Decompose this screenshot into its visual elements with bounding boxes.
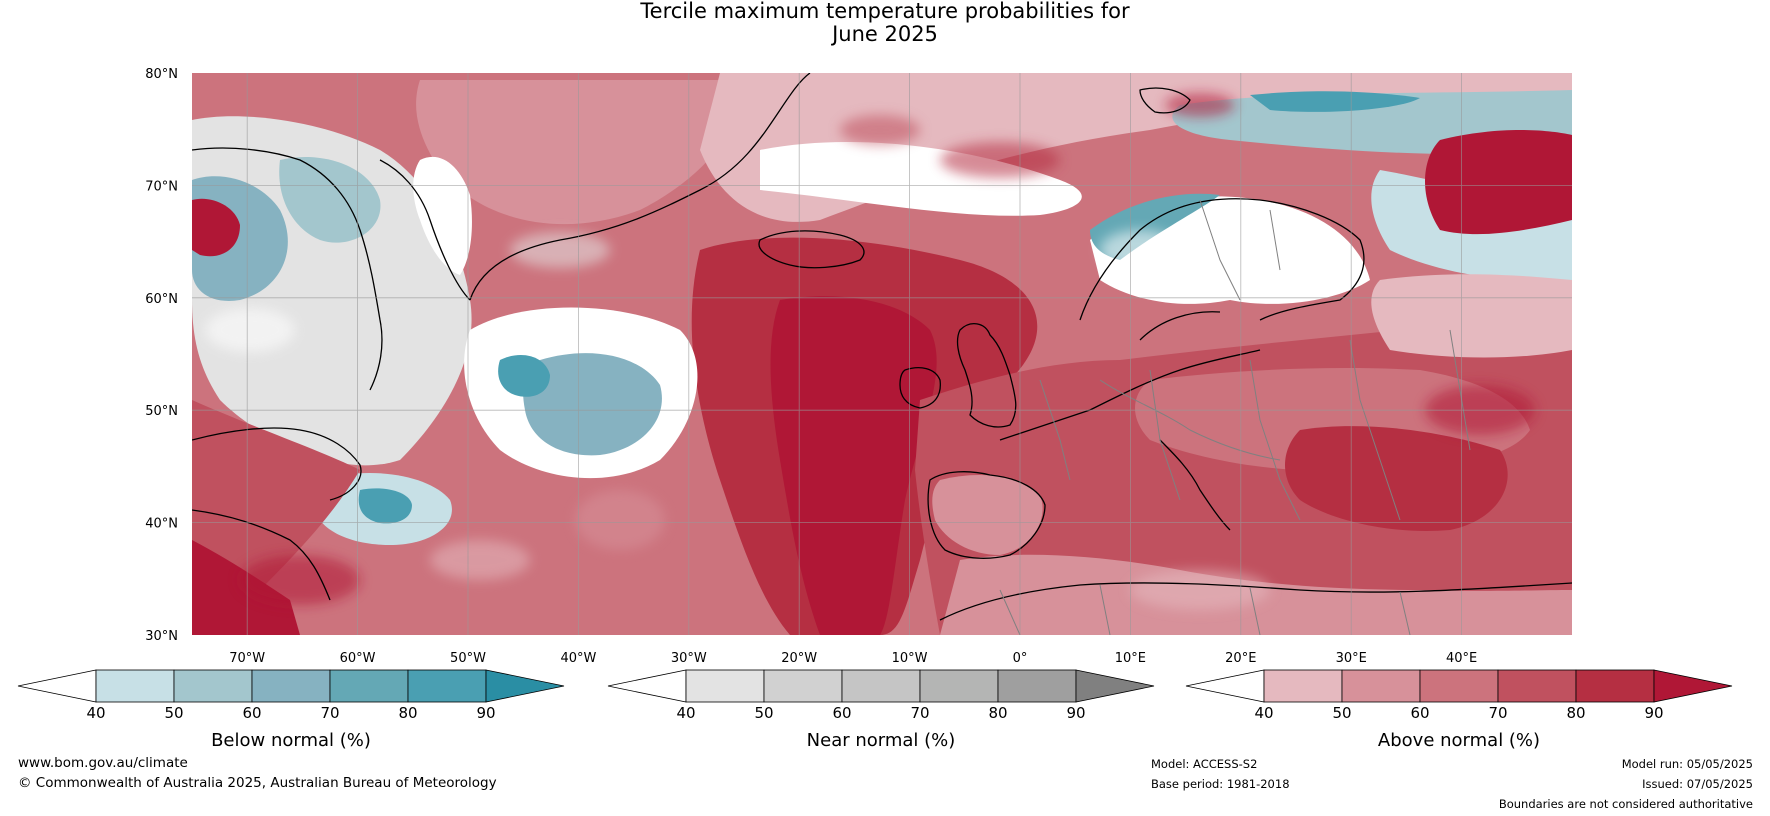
website-text: www.bom.gov.au/climate bbox=[18, 755, 188, 771]
latitude-labels: 80°N 70°N 60°N 50°N 40°N 30°N bbox=[145, 67, 178, 644]
region-atlantic-core bbox=[770, 296, 937, 635]
longitude-label: 40°E bbox=[1446, 651, 1477, 666]
legend-low-triangle bbox=[1185, 669, 1265, 703]
region-greenland-coast-white bbox=[413, 156, 472, 275]
legend-title: Near normal (%) bbox=[807, 730, 956, 751]
region-nw-atlantic-deep bbox=[498, 355, 550, 397]
legend-swatch bbox=[1497, 669, 1577, 703]
latitude-label: 70°N bbox=[145, 179, 178, 194]
longitude-label: 20°W bbox=[781, 651, 817, 666]
region-balkans bbox=[1285, 426, 1508, 531]
longitude-label: 40°W bbox=[560, 651, 596, 666]
region-iberia bbox=[932, 475, 1043, 555]
texture bbox=[205, 93, 1535, 610]
legend-swatch bbox=[685, 669, 765, 703]
legend-tick-label: 70 bbox=[320, 704, 339, 722]
legend-swatch bbox=[919, 669, 999, 703]
legend-tick-label: 80 bbox=[1566, 704, 1585, 722]
longitude-label: 10°E bbox=[1115, 651, 1146, 666]
region-hudson-red bbox=[192, 198, 240, 257]
longitude-label: 70°W bbox=[229, 651, 265, 666]
legend-tick-label: 40 bbox=[676, 704, 695, 722]
legend-swatch bbox=[1575, 669, 1655, 703]
legends: 40 50 60 70 80 90 Below normal (%) 40 50 60 70 80 90… bbox=[17, 669, 1733, 751]
legend-swatch bbox=[1341, 669, 1421, 703]
region-nw-atlantic-blue bbox=[523, 353, 662, 456]
longitude-label: 20°E bbox=[1225, 651, 1256, 666]
legend-tick-label: 40 bbox=[86, 704, 105, 722]
legend-low-triangle bbox=[607, 669, 687, 703]
region-gulf-deep bbox=[358, 488, 412, 524]
legend-swatch bbox=[1263, 669, 1343, 703]
legend-title: Below normal (%) bbox=[211, 730, 371, 751]
longitude-labels: 70°W 60°W 50°W 40°W 30°W 20°W 10°W 0° 10°E 20°E 30… bbox=[229, 651, 1477, 666]
legend-swatch bbox=[763, 669, 843, 703]
issued-text: Issued: 07/05/2025 bbox=[1642, 777, 1753, 791]
legend-title: Above normal (%) bbox=[1378, 730, 1540, 751]
legend-tick-label: 70 bbox=[910, 704, 929, 722]
gridlines bbox=[192, 73, 1572, 635]
map-field bbox=[192, 73, 1572, 635]
legend-tick-label: 60 bbox=[242, 704, 261, 722]
longitude-label: 10°W bbox=[892, 651, 928, 666]
legend-swatch bbox=[997, 669, 1077, 703]
legend-tick-label: 80 bbox=[398, 704, 417, 722]
region-white-band bbox=[760, 141, 1082, 216]
legend-tick-label: 90 bbox=[1066, 704, 1085, 722]
longitude-label: 60°W bbox=[340, 651, 376, 666]
country-borders bbox=[999, 199, 1471, 635]
region-russia-light bbox=[1371, 274, 1572, 358]
legend-high-triangle bbox=[1075, 669, 1155, 703]
disclaimer-text: Boundaries are not considered authoritat… bbox=[1498, 797, 1753, 811]
copyright-text: © Commonwealth of Australia 2025, Austra… bbox=[18, 775, 497, 791]
legend-tick-label: 70 bbox=[1488, 704, 1507, 722]
base-period-text: Base period: 1981-2018 bbox=[1151, 777, 1290, 791]
legend-3: 40 50 60 70 80 90 Above normal (%) bbox=[1185, 669, 1733, 751]
legend-swatch bbox=[251, 669, 331, 703]
coastlines bbox=[192, 73, 1572, 621]
longitude-label: 30°W bbox=[671, 651, 707, 666]
legend-high-triangle bbox=[1653, 669, 1733, 703]
region-north-russia-red bbox=[1425, 130, 1572, 235]
legend-swatch bbox=[95, 669, 175, 703]
longitude-label: 0° bbox=[1013, 651, 1028, 666]
longitude-label: 30°E bbox=[1336, 651, 1367, 666]
title-line-1: Tercile maximum temperature probabilitie… bbox=[640, 0, 1130, 23]
legend-tick-label: 80 bbox=[988, 704, 1007, 722]
latitude-label: 50°N bbox=[145, 404, 178, 419]
legend-1: 40 50 60 70 80 90 Below normal (%) bbox=[17, 669, 565, 751]
latitude-label: 60°N bbox=[145, 292, 178, 307]
legend-tick-label: 50 bbox=[1332, 704, 1351, 722]
title-line-2: June 2025 bbox=[832, 22, 938, 46]
latitude-label: 30°N bbox=[145, 629, 178, 644]
legend-swatch bbox=[407, 669, 487, 703]
region-greenland-sea bbox=[416, 80, 733, 225]
region-baffin-blue bbox=[279, 156, 381, 243]
legend-tick-label: 60 bbox=[1410, 704, 1429, 722]
model-run-text: Model run: 05/05/2025 bbox=[1621, 757, 1753, 771]
model-text: Model: ACCESS-S2 bbox=[1151, 757, 1258, 771]
legend-tick-label: 40 bbox=[1254, 704, 1273, 722]
legend-tick-label: 50 bbox=[164, 704, 183, 722]
legend-tick-label: 50 bbox=[754, 704, 773, 722]
legend-tick-label: 90 bbox=[476, 704, 495, 722]
legend-swatch bbox=[841, 669, 921, 703]
region-barents-deep-blue bbox=[1250, 91, 1420, 112]
legend-swatch bbox=[1419, 669, 1499, 703]
legend-tick-label: 90 bbox=[1644, 704, 1663, 722]
legend-high-triangle bbox=[485, 669, 565, 703]
legend-low-triangle bbox=[17, 669, 97, 703]
latitude-label: 80°N bbox=[145, 67, 178, 82]
latitude-label: 40°N bbox=[145, 517, 178, 532]
chart-title: Tercile maximum temperature probabilitie… bbox=[0, 0, 1770, 46]
legend-tick-label: 60 bbox=[832, 704, 851, 722]
longitude-label: 50°W bbox=[450, 651, 486, 666]
legend-2: 40 50 60 70 80 90 Near normal (%) bbox=[607, 669, 1155, 751]
legend-swatch bbox=[329, 669, 409, 703]
legend-swatch bbox=[173, 669, 253, 703]
